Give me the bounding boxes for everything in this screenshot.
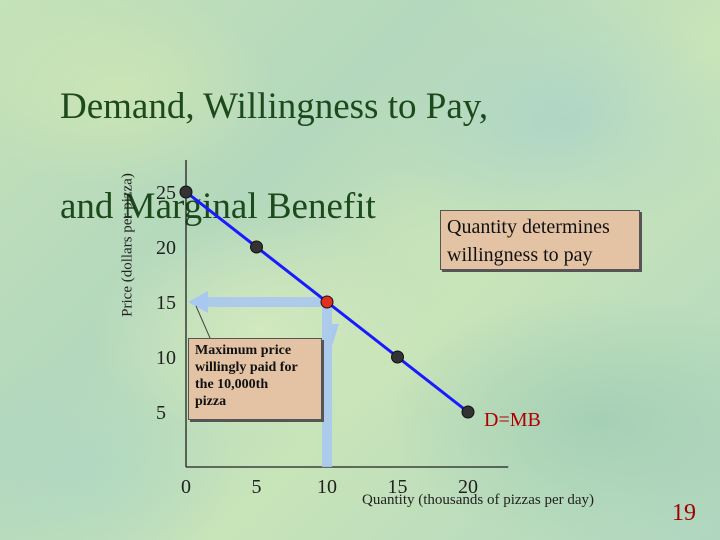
max-callout-line-4: pizza: [195, 394, 227, 409]
vertical-guide-arrow: [322, 308, 332, 467]
page-number: 19: [672, 500, 696, 526]
x-tick-label: 0: [181, 476, 191, 498]
horizontal-guide-arrow: [206, 297, 321, 307]
horizontal-guide-arrowhead: [188, 291, 208, 313]
y-tick-label: 25: [156, 182, 176, 204]
quantity-callout: Quantity determines willingness to pay: [440, 210, 640, 270]
x-axis-label: Quantity (thousands of pizzas per day): [362, 492, 595, 508]
max-callout-line-2: willingly paid for: [195, 360, 298, 375]
y-tick-label: 10: [156, 347, 176, 369]
max-callout-line-3: the 10,000th: [195, 377, 269, 392]
y-axis-label: Price (dollars per pizza): [119, 173, 136, 317]
x-tick-label: 5: [252, 476, 262, 498]
demand-curve-label: D=MB: [484, 409, 541, 431]
x-tick-label: 20: [458, 476, 478, 498]
title-line-1: Demand, Willingness to Pay,: [60, 86, 489, 127]
callout-connector: [195, 305, 211, 339]
y-tick-label: 20: [156, 237, 176, 259]
title-line-2: and Marginal Benefit: [60, 186, 376, 227]
data-point: [391, 350, 404, 364]
x-tick-label: 15: [388, 476, 408, 498]
highlight-point: [320, 295, 334, 309]
max-callout-line-1: Maximum price: [195, 343, 292, 358]
vertical-guide-arrowhead: [332, 324, 339, 346]
x-tick-label: 10: [317, 476, 337, 498]
quantity-callout-line-1: Quantity determines: [447, 216, 610, 238]
y-tick-label: 5: [156, 402, 166, 424]
data-point: [461, 405, 475, 419]
quantity-callout-line-2: willingness to pay: [447, 244, 593, 266]
y-tick-label: 15: [156, 292, 176, 314]
max-price-callout: Maximum price willingly paid for the 10,…: [188, 338, 322, 420]
page-title: Demand, Willingness to Pay, and Marginal…: [60, 32, 488, 282]
data-point: [250, 240, 263, 254]
data-point: [179, 185, 193, 199]
